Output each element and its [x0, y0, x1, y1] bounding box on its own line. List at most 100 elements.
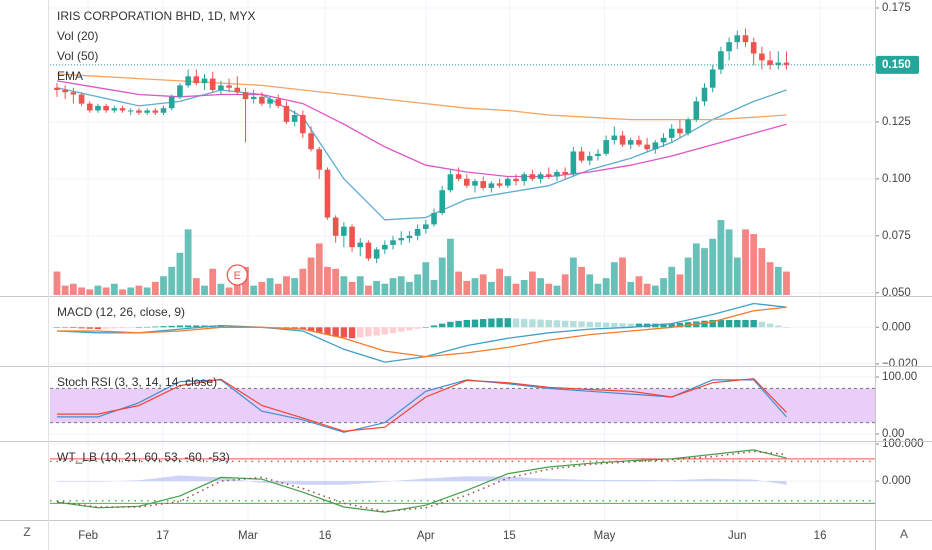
legend-label: EMA — [57, 69, 83, 83]
volume-bar — [660, 278, 667, 295]
histogram-bar — [316, 327, 323, 333]
candle-body — [250, 96, 257, 100]
candle-body — [406, 235, 413, 239]
volume-bar — [578, 266, 585, 295]
histogram-bar — [193, 325, 200, 328]
x-tick-label: May — [594, 530, 616, 542]
candle-body — [480, 181, 486, 188]
candle-body — [168, 96, 175, 109]
volume-bar — [258, 281, 266, 295]
histogram-bar — [488, 318, 495, 328]
candle-body — [324, 169, 331, 218]
histogram-bar — [439, 323, 446, 328]
histogram-bar — [627, 323, 634, 328]
candle-body — [86, 103, 93, 111]
histogram-bar — [176, 325, 184, 328]
volume-bar — [119, 289, 126, 295]
histogram-bar — [111, 327, 118, 329]
histogram-bar — [553, 320, 561, 328]
volume-bar — [487, 281, 495, 295]
histogram-bar — [725, 319, 733, 328]
volume-bar — [455, 271, 463, 295]
band — [50, 388, 875, 423]
histogram-bar — [529, 319, 536, 328]
candle-body — [488, 183, 495, 188]
volume-bar — [717, 220, 725, 295]
candle-body — [373, 249, 380, 259]
candle-body — [570, 151, 577, 175]
histogram-bar — [660, 323, 667, 328]
histogram-bar — [668, 323, 675, 328]
histogram-bar — [332, 327, 339, 337]
volume-bar — [463, 280, 471, 295]
candle-body — [464, 178, 470, 186]
volume-bar — [233, 281, 241, 295]
candle-body — [144, 110, 150, 113]
control-button[interactable]: Z — [23, 525, 30, 539]
histogram-bar — [520, 318, 528, 328]
candle-body — [455, 174, 462, 179]
volume-bar — [389, 278, 397, 295]
panel — [50, 302, 875, 365]
x-tick-label: 17 — [156, 530, 169, 542]
indicator-line — [56, 449, 787, 513]
control-button[interactable]: A — [900, 527, 908, 541]
volume-bar — [496, 268, 503, 295]
histogram-bar — [545, 319, 552, 328]
x-tick-label: 16 — [814, 530, 827, 542]
volume-bar — [168, 266, 176, 295]
volume-bar — [528, 271, 536, 295]
histogram-bar — [701, 320, 708, 328]
volume-bar — [283, 276, 290, 295]
candle-body — [496, 183, 503, 186]
candle-body — [95, 105, 101, 111]
candle-body — [390, 240, 396, 245]
candle-body — [545, 174, 552, 177]
x-tick-label: Jun — [728, 530, 747, 542]
candle-body — [349, 226, 355, 248]
candle-body — [734, 35, 741, 43]
candle-body — [62, 89, 68, 93]
last-price-label: 0.150 — [882, 59, 911, 71]
candle-body — [193, 76, 200, 84]
candle-body — [226, 85, 232, 88]
histogram-bar — [184, 325, 192, 328]
histogram-bar — [357, 327, 364, 338]
candle-body — [668, 128, 675, 138]
histogram-bar — [504, 318, 511, 328]
candle-body — [537, 174, 544, 179]
x-tick-label: Mar — [238, 530, 258, 542]
volume-bar — [643, 283, 651, 295]
histogram-bar — [561, 320, 569, 328]
y-tick-label: 0.100 — [882, 173, 911, 185]
area — [56, 475, 787, 485]
volume-bar — [151, 281, 159, 295]
candle-body — [127, 110, 134, 112]
histogram-bar — [160, 326, 167, 328]
volume-bar — [610, 262, 618, 295]
candle-body — [611, 135, 618, 141]
histogram-bar — [783, 327, 790, 328]
volume-bar — [340, 276, 348, 295]
volume-bar — [668, 266, 676, 295]
histogram-bar — [430, 325, 438, 328]
histogram-bar — [94, 327, 102, 330]
candle-body — [357, 242, 364, 248]
candle-body — [160, 108, 167, 113]
legend-label: Vol (20) — [57, 29, 98, 43]
volume-bar — [619, 257, 626, 295]
candle-body — [554, 171, 560, 177]
indicator-line — [56, 87, 787, 221]
histogram-bar — [119, 327, 126, 329]
volume-bar — [504, 276, 512, 295]
candle-body — [521, 174, 527, 182]
volume-bar — [209, 268, 217, 295]
histogram-bar — [447, 321, 454, 328]
candle-body — [677, 128, 683, 134]
volume-bar — [758, 248, 766, 295]
candle-body — [652, 142, 659, 150]
histogram-bar — [619, 323, 626, 328]
histogram-bar — [602, 322, 610, 328]
volume-bar — [422, 262, 430, 295]
